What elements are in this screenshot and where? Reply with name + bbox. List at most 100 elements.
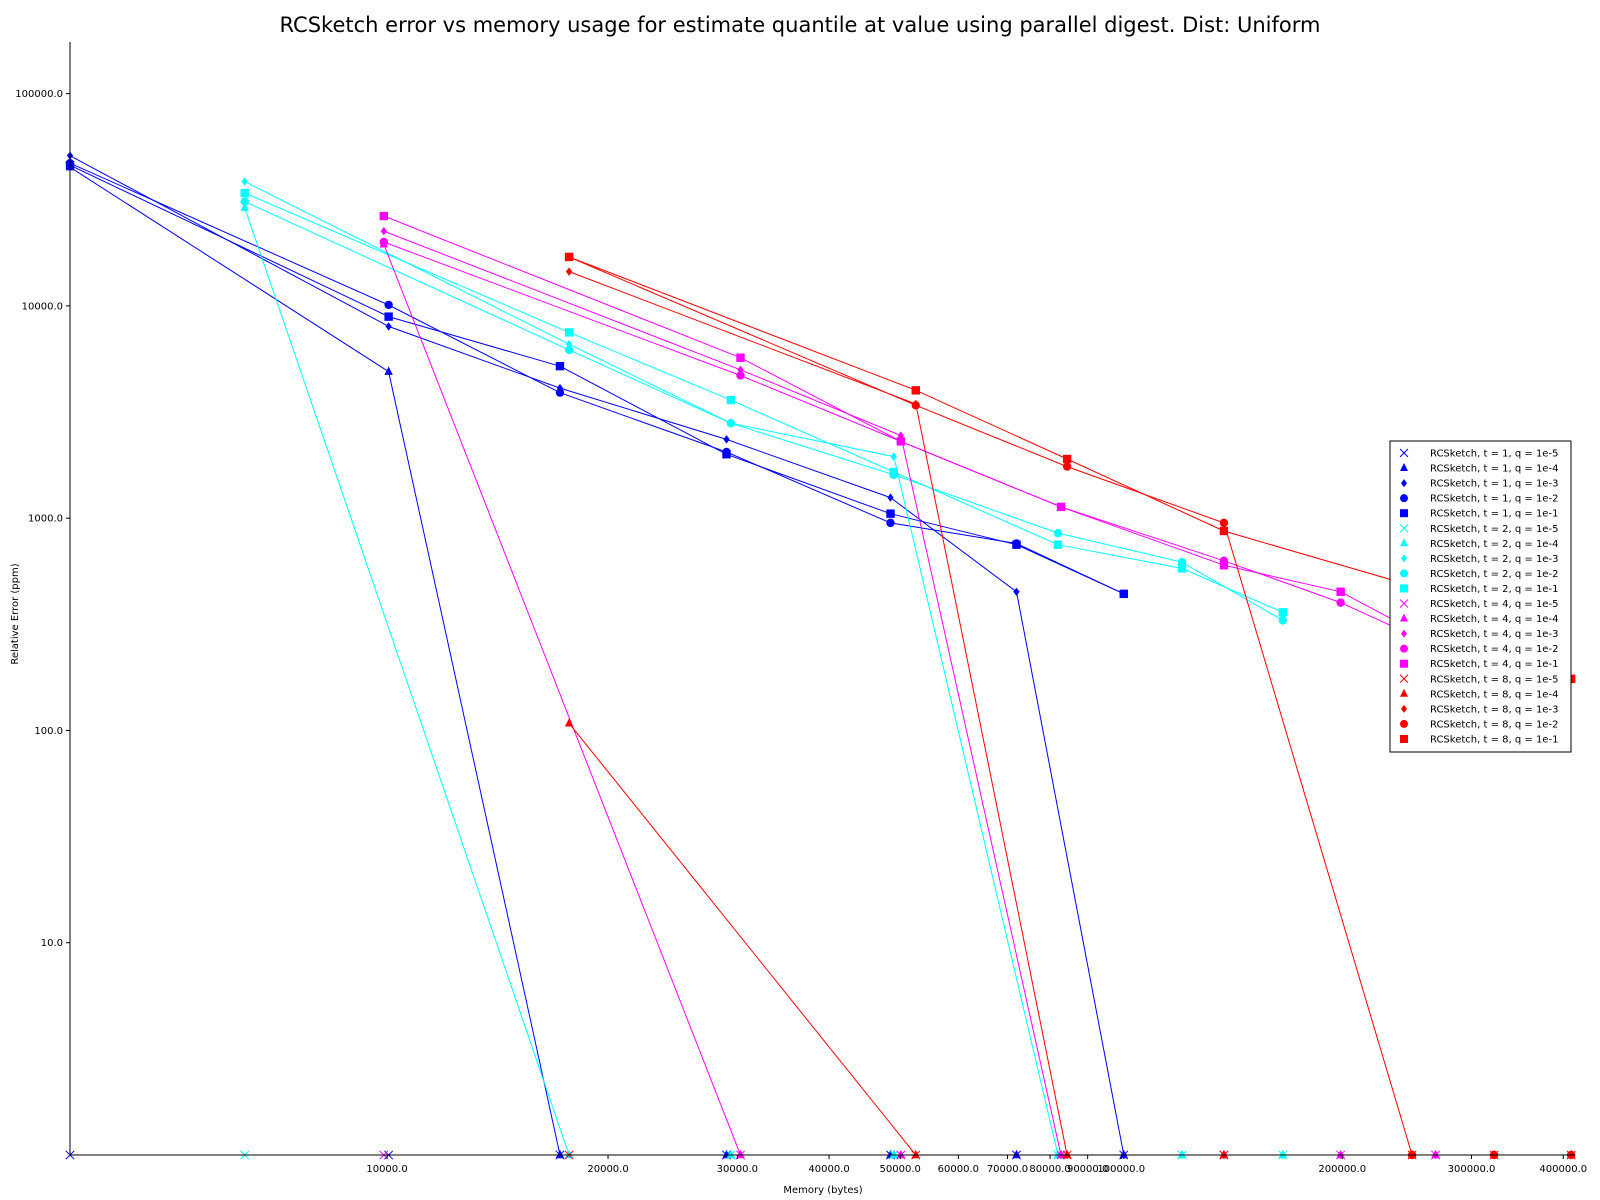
y-tick-label: 100.0 [34,726,63,737]
legend-box [1389,440,1572,753]
data-point [565,267,573,276]
data-point [911,1149,920,1159]
legend-marker [1399,599,1409,608]
y-tick-label: 100000.0 [15,89,63,100]
data-point [379,211,389,221]
data-point [726,419,736,428]
legend-marker [1400,734,1408,743]
data-point [736,371,745,380]
data-point [736,1149,745,1159]
data-point [1056,502,1066,512]
data-point [564,718,574,727]
y-tick-label: 10.0 [41,938,63,949]
legend-marker [1401,704,1407,713]
legend-label: RCSketch, t = 1, q = 1e-2 [1430,494,1558,505]
data-point [240,188,249,198]
x-tick-label: 10000.0 [366,1164,407,1175]
legend-label: RCSketch, t = 4, q = 1e-1 [1430,659,1558,670]
legend-label: RCSketch, t = 2, q = 1e-4 [1430,539,1558,550]
data-point [723,435,730,444]
data-point [1062,462,1072,471]
data-point [241,177,248,186]
legend-label: RCSketch, t = 4, q = 1e-3 [1430,629,1558,640]
x-axis-ticks: 10000.0 20000.0 30000.0 40000.0 50000.0 60000… [366,1155,1587,1175]
legend-marker [1400,719,1408,728]
legend-label: RCSketch, t = 4, q = 1e-2 [1430,644,1558,655]
legend-label: RCSketch, t = 1, q = 1e-4 [1430,464,1558,475]
legend-marker [1400,688,1408,697]
legend-label: RCSketch, t = 8, q = 1e-4 [1430,689,1558,700]
x-tick-label: 70000.0 [987,1164,1028,1175]
legend-marker [1400,644,1408,653]
legend-marker [1400,569,1408,578]
data-point [1336,598,1345,607]
data-point [555,1149,565,1159]
data-point [380,226,387,236]
data-point [555,361,565,371]
data-point [1012,540,1021,549]
data-point [1219,526,1229,536]
legend-label: RCSketch, t = 2, q = 1e-3 [1430,554,1558,565]
x-tick-label: 20000.0 [587,1164,628,1175]
legend-label: RCSketch, t = 8, q = 1e-1 [1430,734,1558,745]
data-point [379,237,389,247]
legend-label: RCSketch, t = 4, q = 1e-4 [1430,614,1558,625]
data-point [886,509,895,518]
legend-label: RCSketch, t = 8, q = 1e-5 [1430,674,1558,685]
legend-label: RCSketch, t = 8, q = 1e-3 [1430,704,1558,715]
legend-label: RCSketch, t = 2, q = 1e-2 [1430,569,1558,580]
legend-marker [1401,629,1407,638]
legend-label: RCSketch, t = 2, q = 1e-1 [1430,584,1558,595]
y-tick-label: 10000.0 [22,301,63,312]
data-point [886,518,895,528]
legend-marker [1400,659,1408,668]
data-point [736,353,745,362]
legend-marker [1399,448,1409,458]
legend-marker [1401,554,1407,563]
legend-label: RCSketch, t = 1, q = 1e-5 [1430,449,1558,460]
legend-marker [1399,523,1409,533]
data-point [1012,1149,1021,1159]
data-point [564,1149,574,1159]
x-tick-label: 90000.0 [1067,1164,1108,1175]
legend-marker [1400,538,1408,547]
data-point [1219,561,1229,570]
x-tick-label: 300000.0 [1448,1164,1496,1175]
data-point [564,328,574,337]
legend-label: RCSketch, t = 1, q = 1e-3 [1430,479,1558,490]
x-tick-label: 50000.0 [880,1164,921,1175]
data-point [1336,587,1345,596]
data-point [1278,608,1288,617]
x-tick-label: 60000.0 [938,1164,979,1175]
legend-marker [1400,463,1408,472]
data-point [564,345,574,355]
x-tick-label: 200000.0 [1318,1164,1366,1175]
data-point [889,467,898,477]
data-point [564,252,574,262]
x-tick-label: 40000.0 [808,1164,849,1175]
legend-marker [1401,479,1407,488]
legend-label: RCSketch, t = 4, q = 1e-5 [1430,599,1558,610]
data-point [887,493,894,502]
y-axis-label: Relative Error (ppm) [10,563,21,664]
legend-marker [1399,674,1409,684]
data-point [726,1149,736,1159]
data-point [555,388,565,397]
chart-title: RCSketch error vs memory usage for estim… [280,13,1321,37]
x-tick-label: 100000.0 [1097,1164,1145,1175]
data-point [240,202,249,211]
data-point [1053,528,1063,538]
data-point [384,312,393,321]
data-point [1278,616,1288,625]
data-point [1013,587,1020,596]
data-point [911,386,920,395]
legend-marker [1400,584,1408,593]
legend-marker [1400,494,1408,503]
data-point [896,1149,906,1159]
x-tick-label: 400000.0 [1539,1164,1587,1175]
x-axis-label: Memory (bytes) [783,1185,862,1196]
data-point [1062,454,1072,464]
data-point [896,437,906,446]
